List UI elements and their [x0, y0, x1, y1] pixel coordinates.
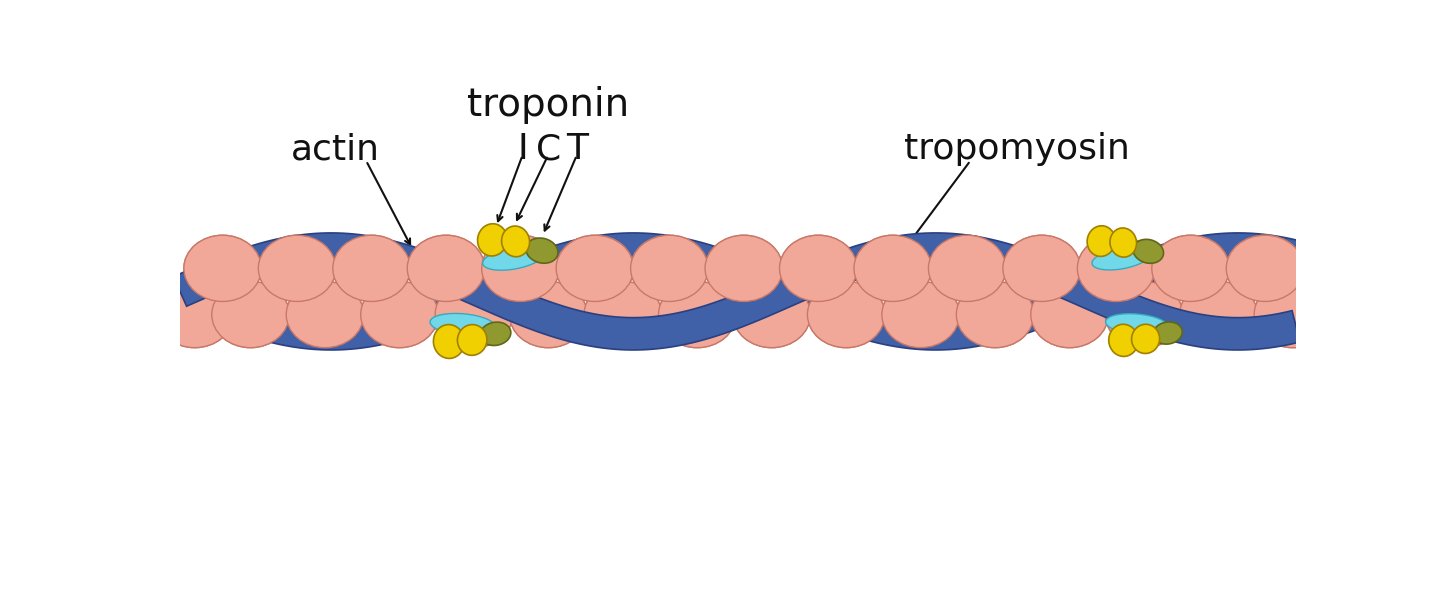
- Ellipse shape: [212, 281, 289, 347]
- Ellipse shape: [510, 281, 588, 347]
- Ellipse shape: [526, 238, 557, 263]
- Ellipse shape: [478, 224, 507, 256]
- Ellipse shape: [585, 281, 661, 347]
- Ellipse shape: [1002, 235, 1080, 301]
- Ellipse shape: [360, 281, 438, 347]
- Ellipse shape: [1031, 281, 1109, 347]
- Ellipse shape: [1109, 324, 1138, 356]
- Ellipse shape: [1152, 235, 1230, 301]
- Ellipse shape: [956, 281, 1034, 347]
- Ellipse shape: [287, 281, 364, 347]
- Polygon shape: [173, 233, 1300, 350]
- Ellipse shape: [433, 325, 465, 358]
- Ellipse shape: [733, 281, 811, 347]
- Ellipse shape: [779, 235, 857, 301]
- Ellipse shape: [156, 281, 233, 347]
- Ellipse shape: [287, 281, 364, 347]
- Ellipse shape: [1179, 281, 1257, 347]
- Ellipse shape: [482, 247, 544, 270]
- Ellipse shape: [854, 235, 932, 301]
- Ellipse shape: [212, 281, 289, 347]
- Ellipse shape: [881, 281, 959, 347]
- Ellipse shape: [1092, 247, 1151, 270]
- Ellipse shape: [881, 281, 959, 347]
- Ellipse shape: [480, 322, 511, 346]
- Ellipse shape: [631, 235, 708, 301]
- Text: actin: actin: [291, 132, 380, 166]
- Ellipse shape: [1110, 228, 1136, 257]
- Ellipse shape: [808, 281, 886, 347]
- Ellipse shape: [956, 281, 1034, 347]
- Ellipse shape: [658, 281, 736, 347]
- Ellipse shape: [733, 281, 811, 347]
- Ellipse shape: [1106, 314, 1168, 335]
- Ellipse shape: [585, 281, 661, 347]
- Ellipse shape: [510, 281, 588, 347]
- Ellipse shape: [1077, 235, 1155, 301]
- Ellipse shape: [1152, 235, 1230, 301]
- Ellipse shape: [435, 281, 513, 347]
- Polygon shape: [173, 233, 1300, 350]
- Ellipse shape: [258, 235, 336, 301]
- Ellipse shape: [1002, 235, 1080, 301]
- Ellipse shape: [482, 235, 559, 301]
- Ellipse shape: [929, 235, 1007, 301]
- Ellipse shape: [435, 281, 513, 347]
- Ellipse shape: [184, 235, 262, 301]
- Ellipse shape: [431, 313, 495, 335]
- Ellipse shape: [1031, 281, 1109, 347]
- Ellipse shape: [854, 235, 932, 301]
- Ellipse shape: [1254, 281, 1332, 347]
- Ellipse shape: [808, 281, 886, 347]
- Ellipse shape: [1133, 239, 1164, 263]
- Ellipse shape: [360, 281, 438, 347]
- Ellipse shape: [1106, 281, 1182, 347]
- Ellipse shape: [556, 235, 634, 301]
- Ellipse shape: [1077, 235, 1155, 301]
- Ellipse shape: [658, 281, 736, 347]
- Ellipse shape: [556, 235, 634, 301]
- Ellipse shape: [258, 235, 336, 301]
- Text: I: I: [517, 132, 528, 166]
- Ellipse shape: [1106, 281, 1182, 347]
- Ellipse shape: [482, 235, 559, 301]
- Ellipse shape: [501, 226, 530, 257]
- Ellipse shape: [458, 325, 487, 355]
- Ellipse shape: [333, 235, 410, 301]
- Ellipse shape: [1087, 226, 1115, 256]
- Ellipse shape: [408, 235, 485, 301]
- Ellipse shape: [1132, 324, 1159, 353]
- Ellipse shape: [184, 235, 262, 301]
- Ellipse shape: [706, 235, 782, 301]
- Ellipse shape: [706, 235, 782, 301]
- Ellipse shape: [1153, 322, 1182, 344]
- Text: C: C: [536, 132, 560, 166]
- Ellipse shape: [408, 235, 485, 301]
- Text: tropomyosin: tropomyosin: [904, 132, 1130, 166]
- Ellipse shape: [631, 235, 708, 301]
- Ellipse shape: [929, 235, 1007, 301]
- Ellipse shape: [333, 235, 410, 301]
- Text: T: T: [566, 132, 588, 166]
- Ellipse shape: [1227, 235, 1303, 301]
- Ellipse shape: [1179, 281, 1257, 347]
- Text: troponin: troponin: [467, 86, 629, 124]
- Ellipse shape: [779, 235, 857, 301]
- Ellipse shape: [156, 281, 233, 347]
- Ellipse shape: [1227, 235, 1303, 301]
- Ellipse shape: [1254, 281, 1332, 347]
